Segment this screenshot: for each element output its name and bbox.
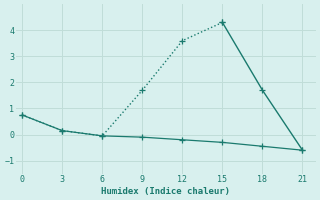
X-axis label: Humidex (Indice chaleur): Humidex (Indice chaleur) [101,187,230,196]
